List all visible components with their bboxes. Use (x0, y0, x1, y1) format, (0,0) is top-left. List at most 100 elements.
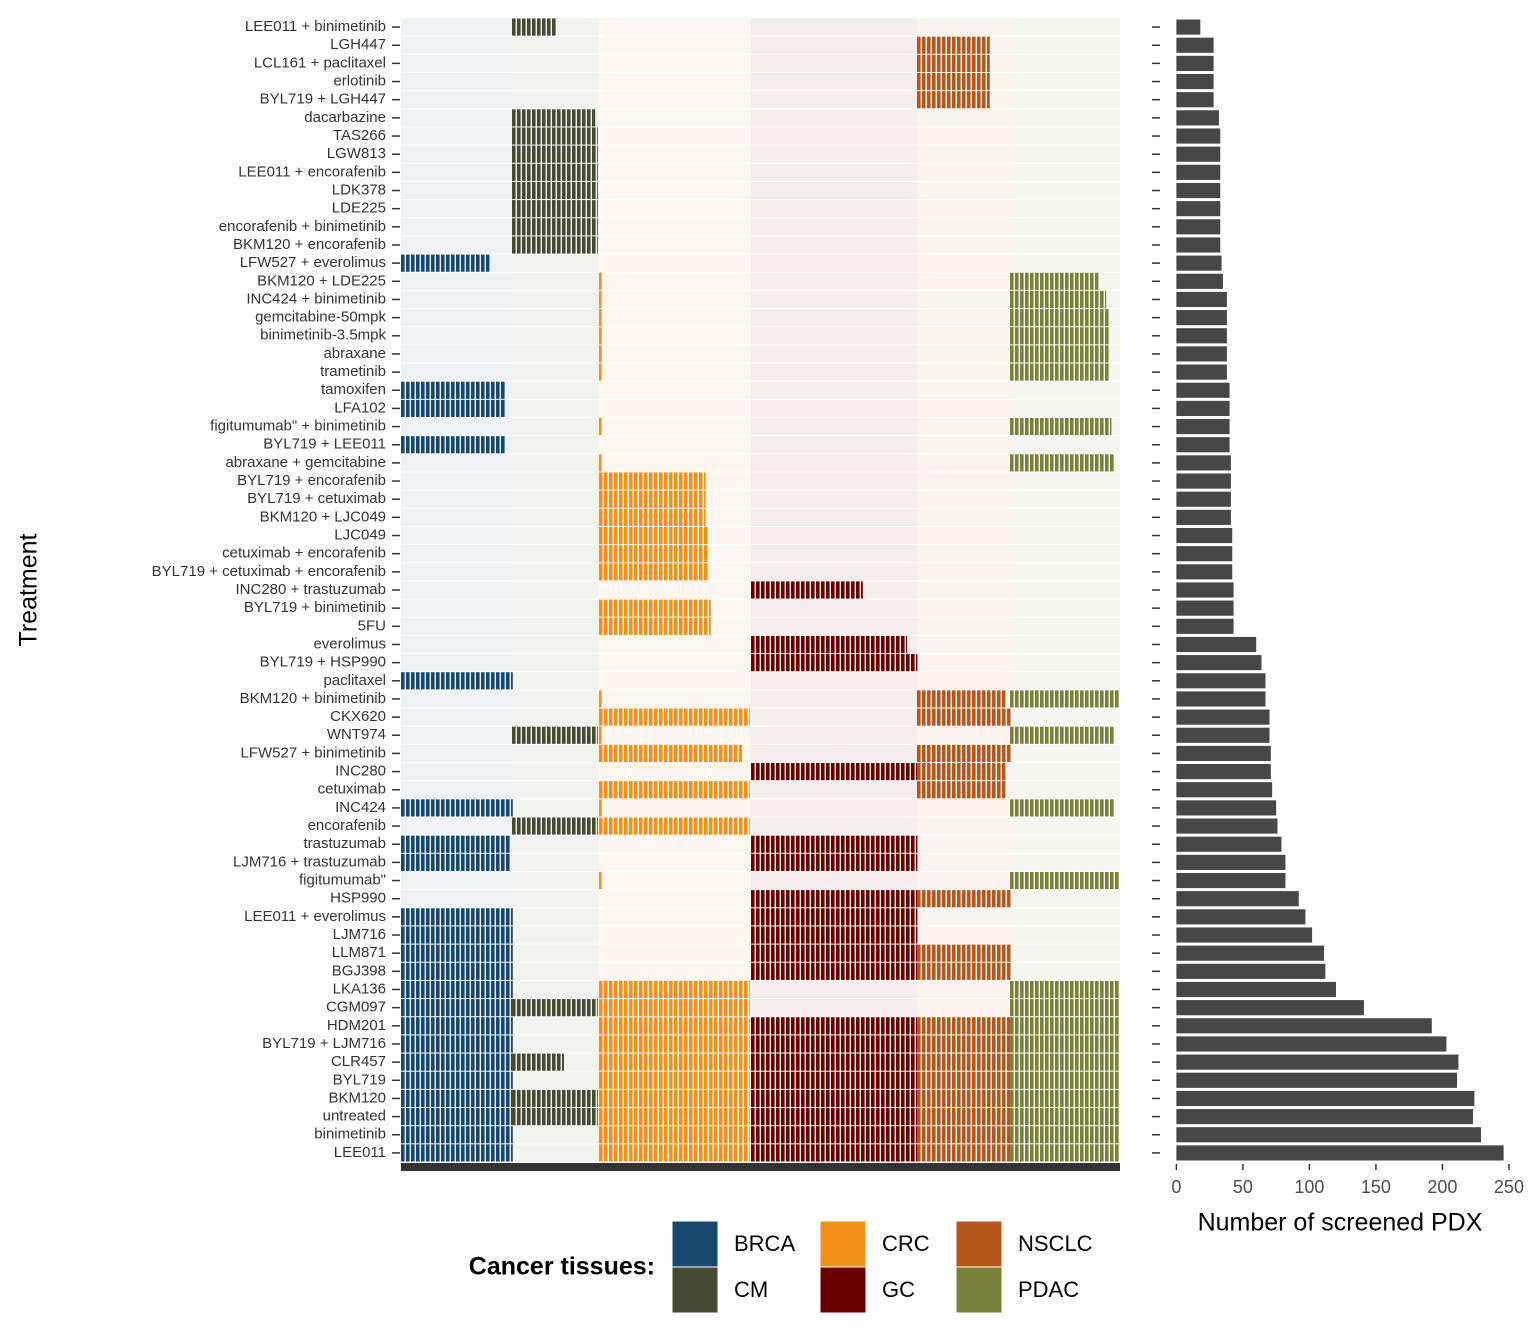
row-label: cetuximab (318, 781, 386, 798)
row-label: BYL719 + LGH447 (260, 91, 386, 108)
cell-block (1010, 1108, 1120, 1126)
row-label: BYL719 + encorafenib (237, 472, 386, 489)
bar (1176, 128, 1221, 144)
row-label: INC424 + binimetinib (246, 290, 386, 307)
cell-block (599, 708, 750, 726)
cell-block (1010, 690, 1120, 708)
bar (1176, 182, 1221, 199)
cell-block (1010, 1089, 1120, 1108)
cell-block (599, 1108, 750, 1126)
cell-block (751, 1053, 918, 1071)
bar (1176, 854, 1286, 870)
row-label: HDM201 (327, 1017, 386, 1034)
cell-block (599, 417, 602, 436)
cell-block (401, 381, 505, 399)
cell-block (917, 1144, 1011, 1162)
row-label: LEE011 + everolimus (244, 908, 386, 925)
row-label: trametinib (320, 363, 386, 380)
bar (1176, 727, 1270, 743)
cell-block (751, 654, 918, 672)
legend-swatch (955, 1220, 1003, 1268)
bar (1176, 291, 1227, 308)
bar (1176, 1090, 1475, 1107)
cell-block (751, 1089, 918, 1108)
row-label: INC424 (335, 799, 386, 816)
cell-block (599, 999, 750, 1017)
row-label: BKM120 + binimetinib (240, 690, 386, 707)
row-label: encorafenib + binimetinib (219, 218, 386, 235)
cell-block (751, 1017, 918, 1035)
row-label: CKX620 (330, 708, 386, 725)
row-label: erlotinib (333, 73, 386, 90)
bar (1176, 582, 1234, 598)
cell-block (1010, 1126, 1120, 1144)
bar (1176, 636, 1257, 653)
row-label: abraxane (323, 345, 386, 362)
row-label: LKA136 (333, 980, 386, 997)
cell-block (917, 36, 990, 54)
row-label: figitumumab" (299, 872, 386, 889)
cell-block (917, 744, 1011, 763)
cell-block (401, 1017, 513, 1035)
cell-block (917, 54, 990, 72)
cell-block (917, 781, 1006, 799)
cell-block (599, 526, 709, 545)
cell-block (599, 980, 750, 999)
cell-block (599, 1089, 750, 1108)
cell-block (599, 508, 706, 526)
cell-block (751, 908, 918, 926)
legend-label: CRC (882, 1231, 930, 1256)
legend-swatch (819, 1266, 867, 1314)
bar (1176, 963, 1326, 979)
row-label: LEE011 (334, 1144, 386, 1161)
cell-block (599, 345, 602, 363)
cell-block (751, 635, 907, 654)
row-label: dacarbazine (304, 109, 386, 126)
cell-block (512, 236, 598, 254)
cell-block (401, 853, 511, 871)
cell-block (401, 962, 513, 980)
row-label: everolimus (313, 635, 386, 652)
bar (1176, 437, 1230, 453)
x-tick-label: 150 (1361, 1177, 1391, 1197)
cell-block (1010, 327, 1109, 345)
bar (1176, 146, 1221, 162)
cell-block (512, 1108, 598, 1126)
cell-block (401, 908, 513, 926)
cell-block (917, 72, 990, 91)
x-axis-title: Number of screened PDX (1198, 1209, 1483, 1237)
cell-block (599, 290, 602, 309)
bar (1176, 782, 1273, 798)
cell-block (512, 127, 598, 145)
row-label: paclitaxel (323, 672, 386, 689)
tissue-background (599, 18, 751, 1162)
cell-block (512, 109, 596, 127)
tissue-background (917, 18, 1010, 1162)
bar (1176, 1054, 1459, 1070)
cell-block (751, 853, 918, 871)
bar (1176, 237, 1221, 253)
cell-block (599, 817, 750, 835)
cell-block (401, 926, 513, 944)
cell-block (401, 1035, 513, 1053)
row-label: LJC049 (334, 526, 386, 543)
row-label: TAS266 (333, 127, 386, 144)
row-label: encorafenib (308, 817, 386, 834)
row-label: LEE011 + binimetinib (245, 18, 386, 35)
cell-block (512, 1053, 564, 1071)
bar (1176, 1127, 1482, 1143)
row-label: BYL719 + cetuximab + encorafenib (152, 563, 386, 580)
row-label: untreated (323, 1108, 386, 1125)
cell-block (401, 1126, 513, 1144)
cell-block (751, 835, 918, 853)
cell-block (599, 490, 706, 508)
cell-block (599, 617, 711, 635)
cell-block (599, 726, 602, 744)
bar (1176, 255, 1222, 271)
bar (1176, 527, 1233, 544)
bar (1176, 818, 1278, 834)
cell-block (599, 327, 602, 345)
cell-block (401, 999, 513, 1017)
